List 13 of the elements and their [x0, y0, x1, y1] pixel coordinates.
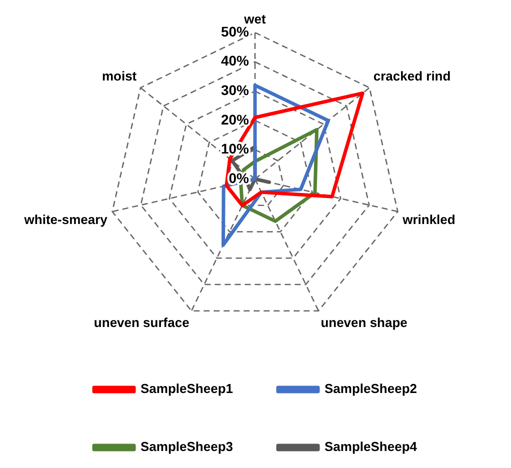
- legend-label: SampleSheep2: [324, 381, 417, 396]
- spoke-label: uneven shape: [320, 314, 408, 330]
- spoke-label: cracked rind: [373, 68, 451, 84]
- spoke-label: wrinkled: [402, 212, 456, 228]
- spoke-label: white-smeary: [23, 212, 108, 228]
- spoke-label: uneven surface: [94, 314, 190, 330]
- legend-label: SampleSheep4: [324, 439, 418, 454]
- y-tick-label: 20%: [220, 111, 250, 128]
- legend-label: SampleSheep1: [140, 381, 234, 396]
- legend-label: SampleSheep3: [140, 439, 234, 454]
- spoke-label: moist: [102, 68, 138, 84]
- y-tick-label: 30%: [220, 82, 250, 98]
- y-tick-label: 40%: [220, 52, 250, 69]
